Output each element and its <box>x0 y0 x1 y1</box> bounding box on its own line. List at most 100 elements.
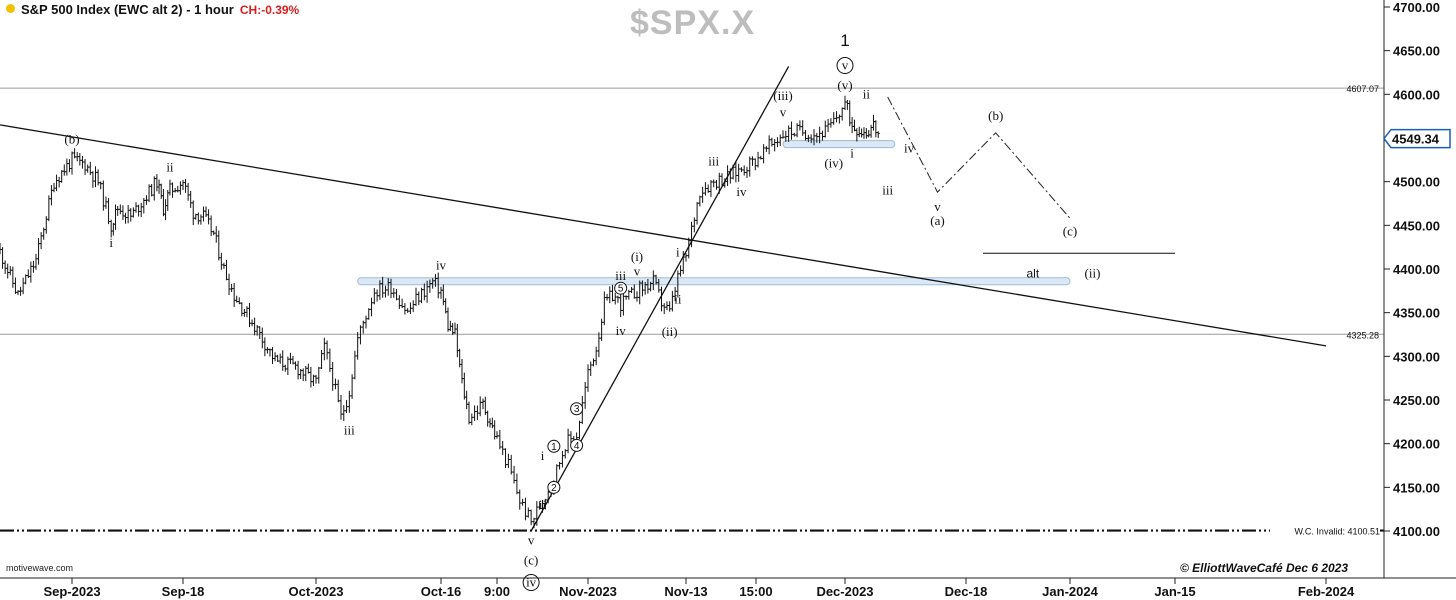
level-labels: 4607.07 4325.28 W.C. Invalid: 4100.51 <box>1270 84 1380 537</box>
price-bar <box>698 195 702 207</box>
price-bar <box>526 507 530 518</box>
price-bar <box>350 374 354 399</box>
wave-label: (c) <box>524 553 538 568</box>
price-bar <box>739 167 743 173</box>
circled-wave-label: 2 <box>547 480 561 494</box>
price-bar <box>770 137 774 147</box>
price-bar <box>801 120 805 136</box>
wave-circle <box>836 57 854 75</box>
price-bar <box>414 287 418 306</box>
projection-path <box>887 96 1175 254</box>
price-bar <box>773 139 777 152</box>
price-bar <box>812 129 816 146</box>
wave-label: i <box>850 146 854 161</box>
price-bar <box>731 164 735 180</box>
wave-label: alt <box>1027 266 1040 280</box>
price-bar <box>695 202 699 225</box>
circled-wave-label: 3 <box>570 402 584 416</box>
price-bar <box>347 390 351 413</box>
wave-label: ii <box>539 497 547 512</box>
price-bar <box>411 300 415 313</box>
price-bar <box>690 221 694 248</box>
y-tick-label: 4150.00 <box>1393 480 1440 495</box>
chart-header: S&P 500 Index (EWC alt 2) - 1 hour CH:-0.… <box>6 2 299 17</box>
x-tick-label: Sep-2023 <box>43 584 100 599</box>
last-price-marker: 4549.34 <box>1383 128 1451 149</box>
price-bar <box>876 131 880 138</box>
platform-credit: motivewave.com <box>6 563 74 573</box>
price-bar <box>775 137 779 148</box>
price-bar <box>336 379 340 403</box>
price-bar <box>784 130 788 142</box>
level-label: W.C. Invalid: 4100.51 <box>1294 527 1380 537</box>
wave-label: i <box>109 235 113 250</box>
wave-label: (v) <box>837 78 852 93</box>
chart-title: S&P 500 Index (EWC alt 2) - 1 hour <box>21 2 234 17</box>
price-bar <box>742 165 746 176</box>
price-bar <box>532 517 536 529</box>
wave-circle <box>570 438 584 452</box>
price-bar <box>829 118 833 128</box>
price-bar <box>748 156 752 177</box>
price-bar <box>501 441 505 456</box>
price-bar <box>333 378 337 390</box>
last-price-label: 4549.34 <box>1392 132 1440 147</box>
price-bar <box>753 158 757 171</box>
wave-circle <box>547 439 561 453</box>
price-bar <box>353 350 357 380</box>
wave-label: (b) <box>988 108 1003 123</box>
price-bar <box>815 132 819 143</box>
price-bar <box>558 461 562 470</box>
price-bar <box>345 400 349 413</box>
wave-circle <box>547 480 561 494</box>
price-bar <box>703 182 707 196</box>
last-price-box <box>1383 128 1451 149</box>
level-label: 4325.28 <box>1346 330 1379 340</box>
price-bar <box>372 288 376 305</box>
price-bar <box>823 120 827 138</box>
wave-label: iii <box>344 423 355 438</box>
price-bar <box>417 291 421 306</box>
level-label-bg <box>1270 523 1380 537</box>
price-bar <box>331 362 335 391</box>
price-bar <box>504 448 508 468</box>
price-bar <box>535 501 539 526</box>
wave-label: (ii) <box>1085 265 1101 280</box>
change-percent: CH:-0.39% <box>239 3 300 17</box>
price-bar <box>356 332 360 360</box>
price-bar <box>473 405 477 421</box>
horizontal-levels <box>0 87 1384 532</box>
wave-label: iv <box>436 258 447 273</box>
wave-label: v <box>934 199 941 214</box>
price-bar <box>756 151 760 168</box>
x-tick-label: 15:00 <box>739 584 772 599</box>
price-bar <box>720 173 724 188</box>
y-tick-label: 4200.00 <box>1393 437 1440 452</box>
price-bar <box>709 179 713 198</box>
price-bar <box>386 278 390 296</box>
price-bar <box>367 308 371 320</box>
trendline <box>530 66 790 532</box>
price-bar <box>734 160 738 183</box>
price-bar <box>400 298 404 309</box>
price-bar <box>375 289 379 302</box>
circled-wave-text: 2 <box>551 483 557 494</box>
y-tick-label: 4650.00 <box>1393 44 1440 59</box>
y-tick-label: 4700.00 <box>1393 0 1440 15</box>
price-bar <box>383 285 387 298</box>
price-bar <box>339 394 343 420</box>
price-bar <box>431 278 435 289</box>
x-tick-label: Dec-2023 <box>816 584 873 599</box>
price-bar <box>342 405 346 422</box>
price-bar <box>361 320 365 334</box>
price-bar <box>322 337 326 361</box>
price-bar <box>701 186 705 203</box>
wave-label: (b) <box>64 132 79 147</box>
wave-label: (c) <box>1063 223 1077 238</box>
wave-label: (iv) <box>824 155 843 170</box>
price-bar <box>563 449 567 459</box>
price-bar <box>712 179 716 188</box>
support-zones <box>357 140 1071 286</box>
